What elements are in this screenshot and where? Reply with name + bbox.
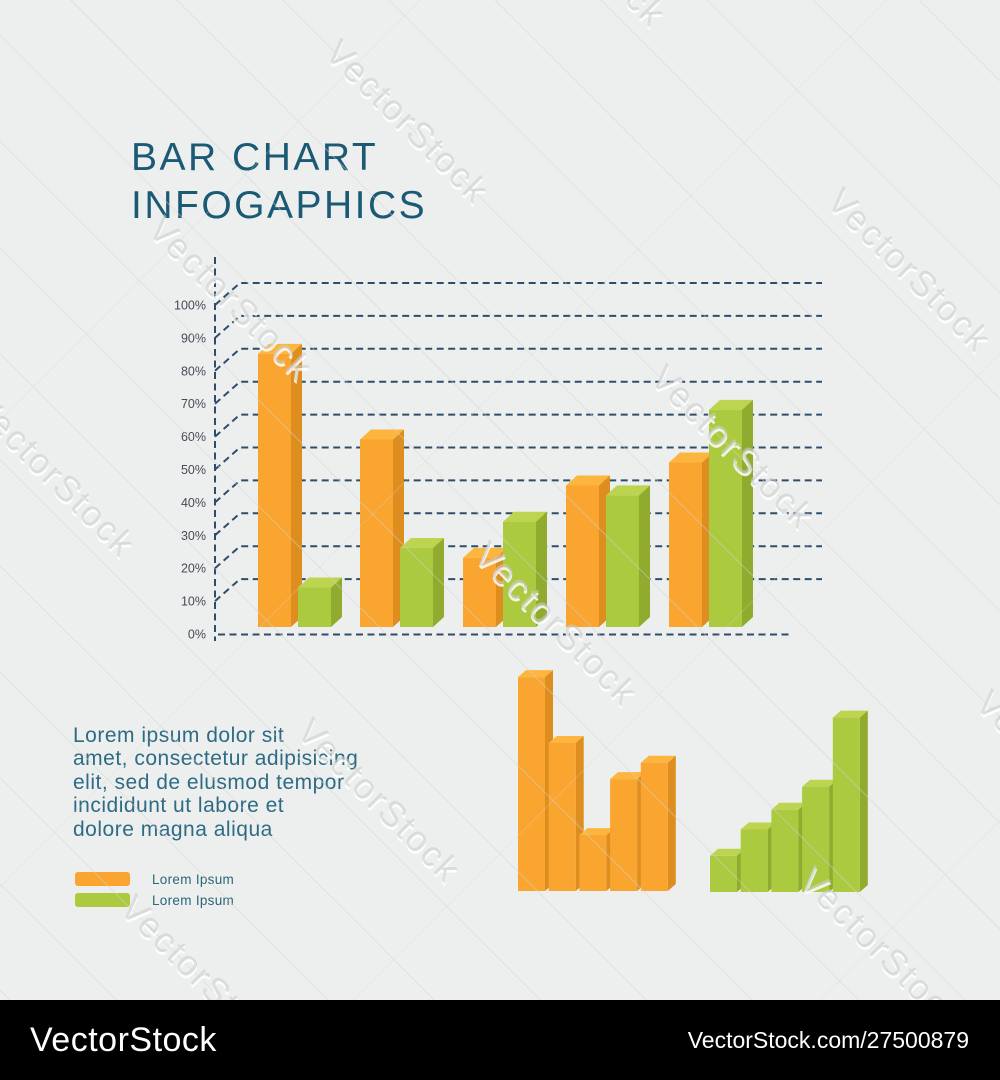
bar-front-face — [832, 717, 860, 892]
grid-line — [214, 347, 822, 372]
bar-side-face — [667, 755, 676, 891]
bar-front-face — [640, 762, 668, 891]
legend-swatch-green-icon — [75, 893, 130, 907]
y-tick-label: 60% — [181, 430, 206, 444]
bar-front-face — [400, 548, 433, 627]
bar-front-face — [360, 439, 393, 627]
y-tick-label: 30% — [181, 529, 206, 543]
bar-front-face — [740, 829, 768, 892]
y-tick-label: 20% — [181, 562, 206, 576]
bar-front-face — [298, 587, 331, 627]
bar-side-face — [742, 399, 753, 627]
footer-bar: VectorStock VectorStock.com/27500879 — [0, 1000, 1000, 1080]
bar-front-face — [710, 855, 737, 892]
bar-front-face — [802, 786, 830, 892]
bar-front-face — [463, 557, 496, 627]
footer-brand-logo: VectorStock — [30, 1021, 217, 1059]
legend-label-orange: Lorem Ipsum — [152, 871, 235, 887]
bar-front-face — [503, 521, 536, 627]
bar-front-face — [258, 353, 291, 627]
grid-line — [214, 314, 822, 339]
y-tick-label: 70% — [181, 397, 206, 411]
bar-front-face — [709, 409, 742, 627]
chart-legend: Lorem Ipsum Lorem Ipsum — [75, 872, 234, 914]
bar-side-face — [291, 343, 302, 627]
legend-swatch-orange-icon — [75, 872, 130, 886]
bar-side-face — [639, 485, 650, 627]
legend-item-green: Lorem Ipsum — [75, 892, 235, 908]
bar-side-face — [433, 538, 444, 627]
legend-item-orange: Lorem Ipsum — [75, 871, 235, 887]
bar-front-face — [548, 742, 576, 891]
legend-label-green: Lorem Ipsum — [152, 892, 235, 908]
bar-front-face — [518, 677, 545, 891]
bar-front-face — [771, 809, 799, 892]
y-tick-label: 90% — [181, 331, 206, 345]
bar-side-face — [536, 511, 547, 627]
bar-front-face — [610, 779, 638, 891]
bar-front-face — [669, 462, 702, 627]
y-tick-label: 0% — [188, 628, 206, 642]
bar-front-face — [566, 485, 599, 627]
bar-front-face — [606, 495, 639, 627]
y-tick-label: 80% — [181, 364, 206, 378]
y-tick-label: 10% — [181, 595, 206, 609]
bar-side-face — [859, 710, 868, 892]
y-tick-label: 40% — [181, 496, 206, 510]
y-tick-label: 50% — [181, 463, 206, 477]
y-tick-label: 100% — [174, 299, 206, 313]
bar-front-face — [579, 835, 607, 891]
footer-image-url: VectorStock.com/27500879 — [687, 1027, 969, 1053]
grid-line — [214, 282, 822, 306]
